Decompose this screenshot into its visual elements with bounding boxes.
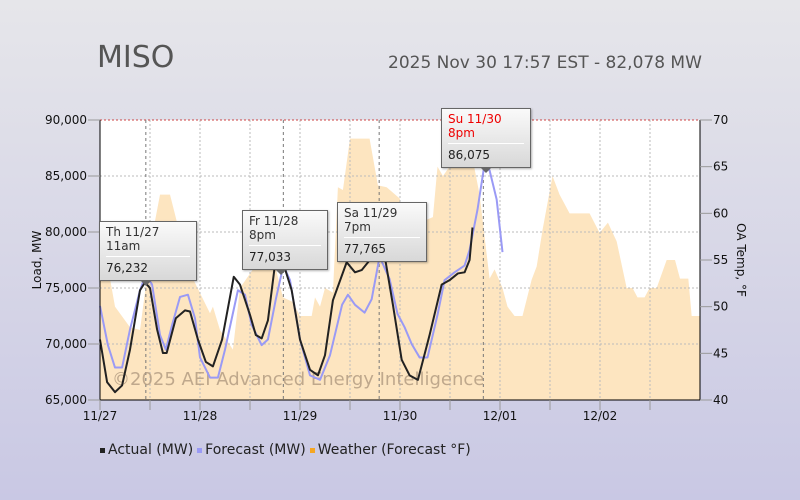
actual-swatch-icon — [100, 447, 105, 453]
x-tick-label: 11/30 — [383, 409, 418, 423]
watermark: ©2025 AEI Advanced Energy Intelligence — [112, 369, 484, 390]
y2-tick-label: 60 — [713, 206, 728, 220]
tooltip-arrow — [480, 167, 492, 173]
tooltip-sa: Sa 11/29 7pm 77,765 — [337, 202, 427, 262]
y2-tick-label: 50 — [713, 300, 728, 314]
y2-tick-label: 65 — [713, 160, 728, 174]
legend-label: Actual (MW) — [108, 442, 194, 458]
x-tick-label: 11/28 — [183, 409, 218, 423]
tooltip-su: Su 11/30 8pm 86,075 — [441, 108, 531, 173]
tooltip-value: 77,033 — [249, 250, 291, 264]
y2-tick-label: 40 — [713, 393, 728, 407]
y-axis-label: Load, MW — [30, 231, 44, 290]
tooltip-value: 77,765 — [344, 242, 386, 256]
y-tick-label: 65,000 — [45, 393, 87, 407]
tooltip-arrow — [140, 280, 152, 286]
page-title: MISO — [97, 40, 175, 75]
tooltip-value: 76,232 — [106, 261, 148, 275]
y-tick-label: 75,000 — [45, 281, 87, 295]
tooltip-label: Th 11/27 11am — [106, 225, 190, 257]
legend-label: Weather (Forecast °F) — [317, 442, 471, 458]
tooltip-fr: Fr 11/28 8pm 77,033 — [242, 210, 328, 275]
status-readout: 2025 Nov 30 17:57 EST - 82,078 MW — [388, 53, 702, 73]
y2-tick-label: 45 — [713, 346, 728, 360]
legend-weather[interactable]: Weather (Forecast °F) — [309, 442, 471, 458]
legend-forecast[interactable]: Forecast (MW) — [197, 442, 306, 458]
y-tick-label: 70,000 — [45, 337, 87, 351]
tooltip-th: Th 11/27 11am 76,232 — [99, 221, 197, 286]
x-tick-label: 12/01 — [483, 409, 518, 423]
y2-tick-label: 55 — [713, 253, 728, 267]
y2-axis-label: OA Temp, °F — [734, 223, 748, 297]
legend: Actual (MW) Forecast (MW) Weather (Forec… — [100, 442, 471, 458]
weather-swatch-icon — [309, 447, 315, 453]
legend-label: Forecast (MW) — [205, 442, 306, 458]
y-tick-label: 90,000 — [45, 113, 87, 127]
tooltip-label: Sa 11/29 7pm — [344, 206, 420, 238]
legend-actual[interactable]: Actual (MW) — [100, 442, 193, 458]
y-tick-label: 85,000 — [45, 169, 87, 183]
x-tick-label: 11/29 — [283, 409, 318, 423]
x-tick-label: 12/02 — [583, 409, 618, 423]
tooltip-label: Fr 11/28 8pm — [249, 214, 321, 246]
x-tick-label: 11/27 — [83, 409, 118, 423]
y2-tick-label: 70 — [713, 113, 728, 127]
y-tick-label: 80,000 — [45, 225, 87, 239]
tooltip-label: Su 11/30 8pm — [448, 112, 524, 144]
forecast-swatch-icon — [197, 447, 203, 453]
tooltip-arrow — [275, 269, 287, 275]
tooltip-value: 86,075 — [448, 148, 490, 162]
